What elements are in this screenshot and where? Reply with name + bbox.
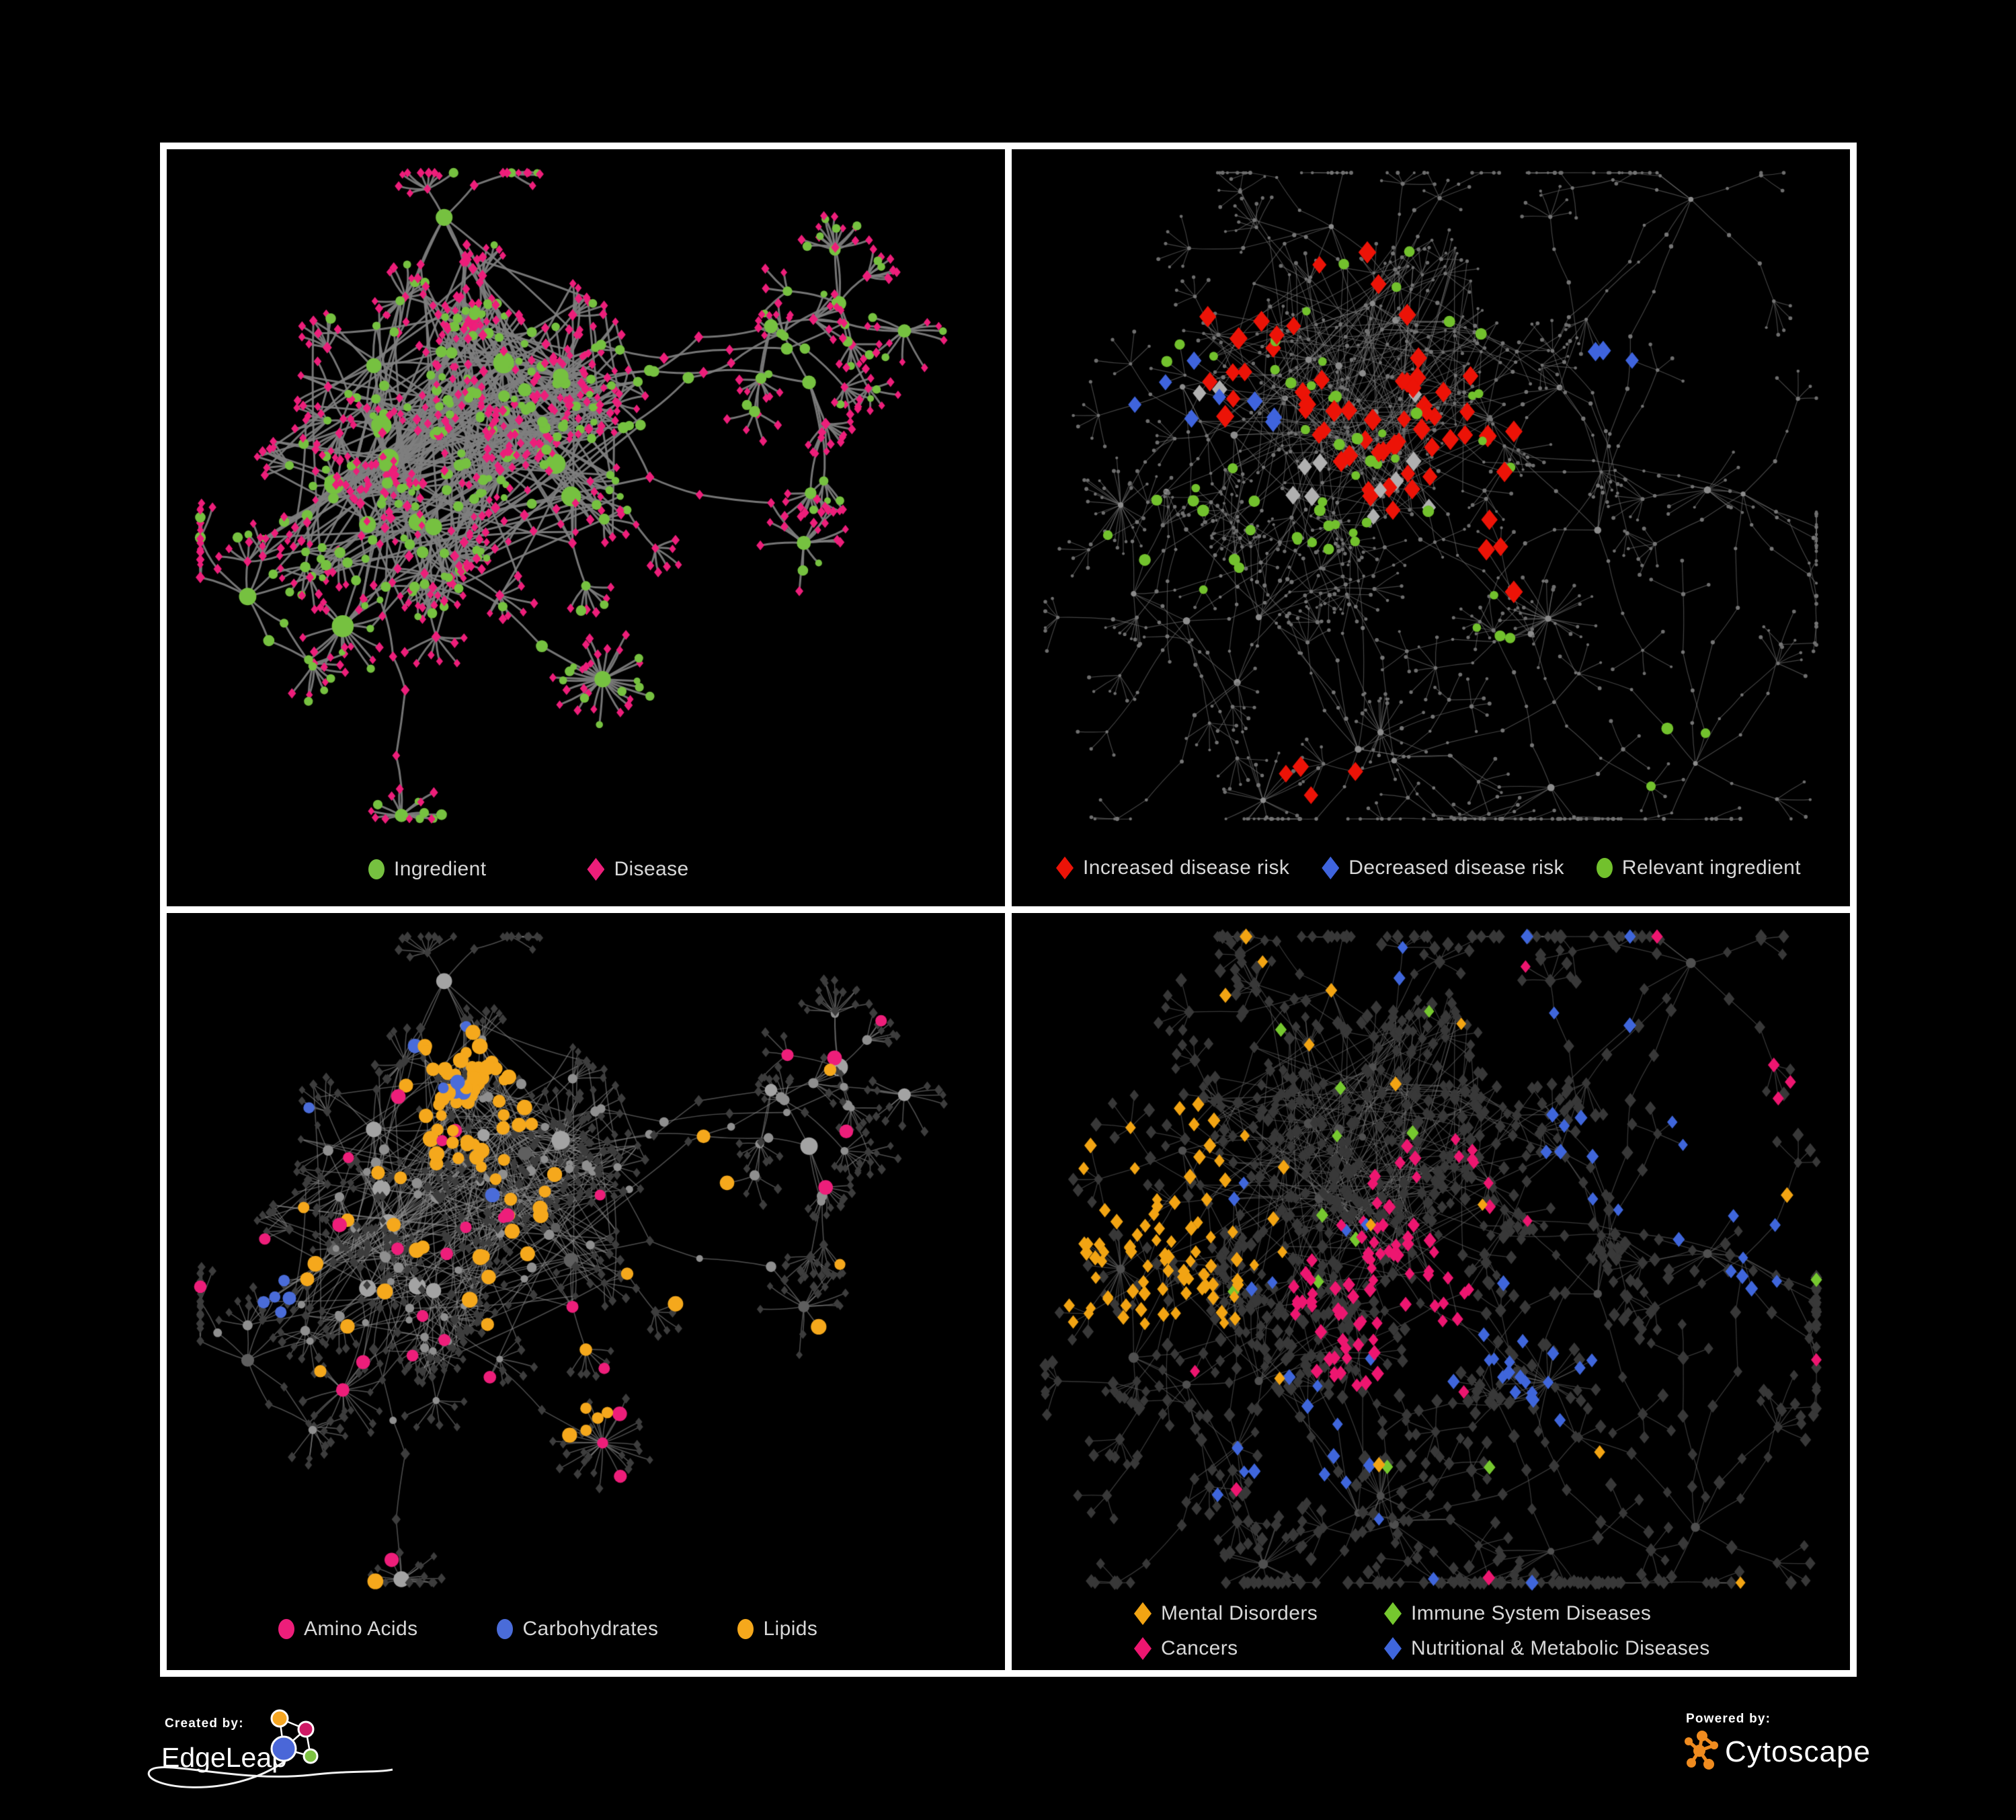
edgeleap-pink-node-icon	[297, 1720, 315, 1738]
panel-macronutrient-network: Amino Acids Carbohydrates Lipids	[167, 913, 1005, 1670]
network-canvas-macronutrients	[167, 913, 1005, 1670]
panel-disease-category-network: Mental Disorders Immune System Diseases …	[1012, 913, 1850, 1670]
edgeleap-blue-node-icon	[270, 1735, 297, 1762]
edgeleap-logo: Created by: EdgeLeap	[147, 1709, 393, 1788]
panel-disease-risk-network: Increased disease risk Decreased disease…	[1012, 149, 1850, 906]
edgeleap-orange-node-icon	[270, 1709, 289, 1728]
created-by-label: Created by:	[165, 1716, 244, 1731]
cytoscape-logo: Powered by: Cytoscape	[1685, 1712, 1871, 1770]
panel-grid: Ingredient Disease Increased disease ris…	[160, 143, 1857, 1677]
network-canvas-disease-categories	[1012, 913, 1850, 1670]
network-canvas-disease-risk	[1012, 149, 1850, 906]
cytoscape-name: Cytoscape	[1725, 1735, 1871, 1768]
edgeleap-network-nodes-icon	[270, 1709, 319, 1764]
cytoscape-network-icon	[1685, 1731, 1718, 1770]
network-canvas-ingredient-disease	[167, 149, 1005, 906]
edgeleap-green-node-icon	[303, 1748, 319, 1764]
edgeleap-swoosh-icon	[147, 1759, 393, 1788]
panel-ingredient-disease-network: Ingredient Disease	[167, 149, 1005, 906]
powered-by-label: Powered by:	[1686, 1712, 1771, 1726]
